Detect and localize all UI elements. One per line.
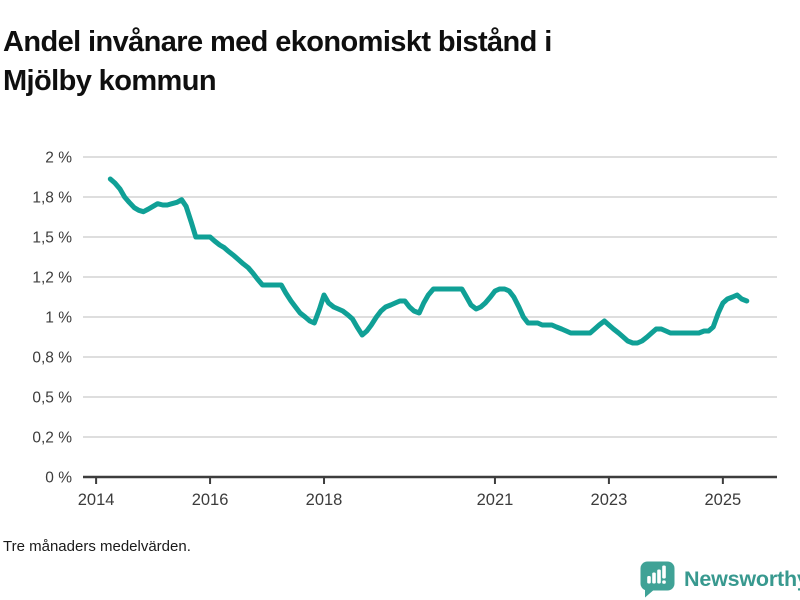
x-tick-label: 2025 bbox=[705, 491, 742, 509]
x-tick-label: 2018 bbox=[306, 491, 343, 509]
x-tick-label: 2023 bbox=[591, 491, 628, 509]
y-tick-label: 0,2 % bbox=[32, 430, 72, 447]
x-tick-label: 2014 bbox=[78, 491, 115, 509]
y-tick-label: 1 % bbox=[45, 310, 72, 327]
y-tick-label: 1,2 % bbox=[32, 270, 72, 287]
y-tick-label: 0,8 % bbox=[32, 350, 72, 367]
newsworthy-icon bbox=[640, 561, 675, 598]
footnote: Tre månaders medelvärden. bbox=[3, 538, 191, 555]
y-tick-label: 0,5 % bbox=[32, 390, 72, 407]
newsworthy-wordmark: Newsworthy bbox=[684, 567, 800, 591]
page-title-line1: Andel invånare med ekonomiskt bistånd i bbox=[3, 26, 552, 59]
page-title-line2: Mjölby kommun bbox=[3, 64, 217, 97]
y-tick-label: 1,5 % bbox=[32, 230, 72, 247]
y-tick-label: 1,8 % bbox=[32, 190, 72, 207]
newsworthy-logo[interactable]: Newsworthy bbox=[640, 561, 800, 598]
y-tick-label: 0 % bbox=[45, 470, 72, 487]
x-tick-label: 2016 bbox=[192, 491, 229, 509]
page-title: Andel invånare med ekonomiskt bistånd i … bbox=[3, 23, 763, 100]
x-tick-label: 2021 bbox=[477, 491, 514, 509]
trend-line bbox=[107, 176, 750, 346]
y-tick-label: 2 % bbox=[45, 150, 72, 167]
